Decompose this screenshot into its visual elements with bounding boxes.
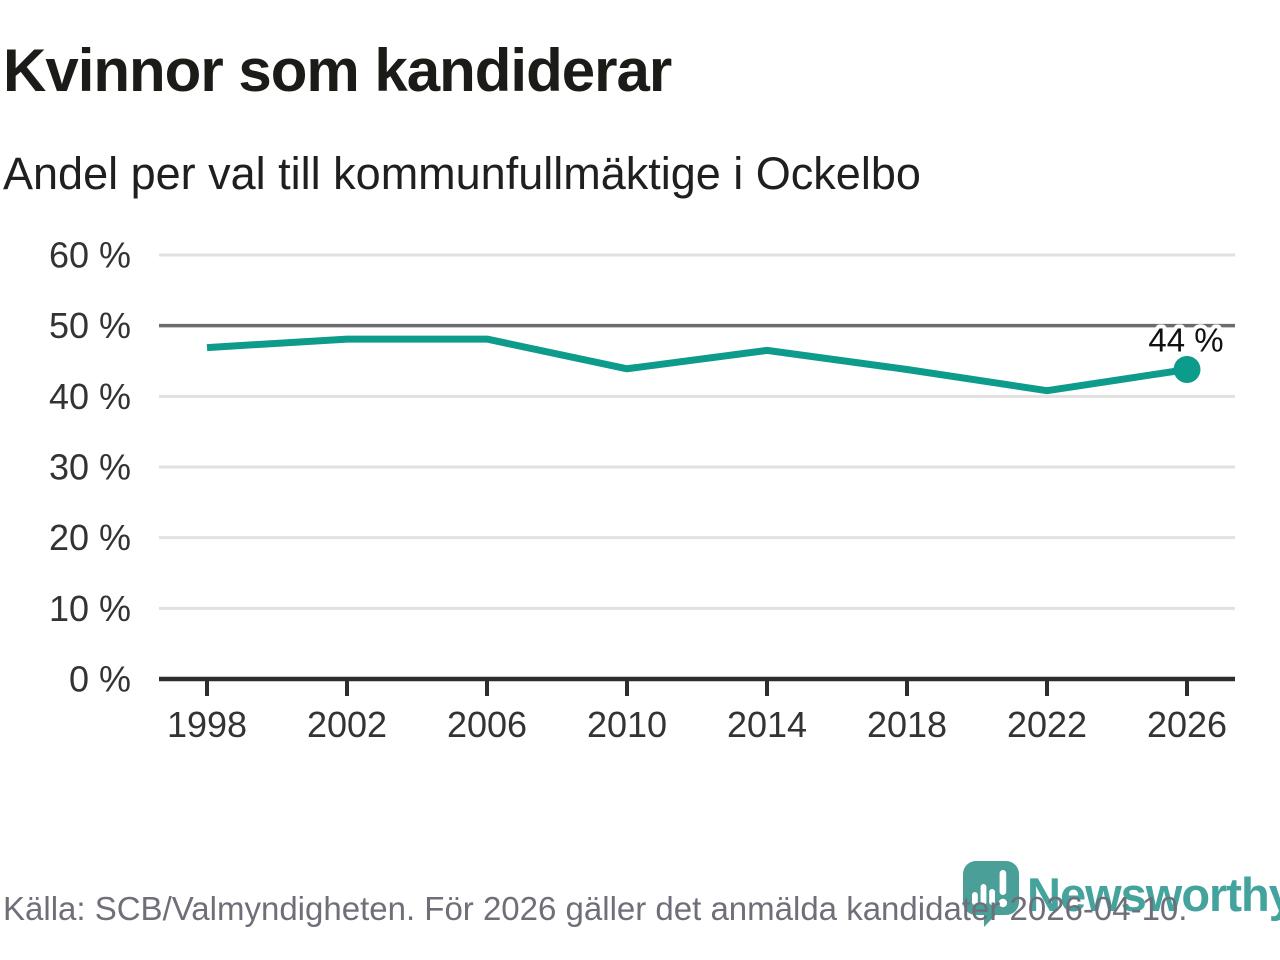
newsworthy-bubble-chart-icon bbox=[963, 861, 1019, 927]
end-point-dot bbox=[1173, 355, 1201, 383]
y-tick-label: 20 % bbox=[49, 517, 131, 558]
line-chart: 0 % 10 % 20 % 30 % 40 % 50 % 60 % 1998 2002 2006 2… bbox=[49, 235, 1235, 745]
x-tick-label: 2010 bbox=[587, 704, 667, 745]
data-line-Andel kvinnor som kandiderar bbox=[206, 335, 1188, 395]
x-tick-label: 2006 bbox=[447, 704, 527, 745]
x-tick-label: 2002 bbox=[307, 704, 387, 745]
end-point-value-label: 44 % bbox=[1148, 321, 1223, 358]
x-tick-label: 2014 bbox=[727, 704, 807, 745]
x-tick-label: 1998 bbox=[167, 704, 247, 745]
x-tick-label: 2022 bbox=[1007, 704, 1087, 745]
y-tick-label: 30 % bbox=[49, 447, 131, 488]
chart-title: Kvinnor som kandiderar bbox=[3, 37, 672, 104]
y-tick-label: 40 % bbox=[49, 376, 131, 417]
source-note: Källa: SCB/Valmyndigheten. För 2026 gäll… bbox=[3, 890, 1188, 927]
y-tick-label: 10 % bbox=[49, 588, 131, 629]
y-tick-label: 60 % bbox=[49, 235, 131, 276]
x-tick-label: 2026 bbox=[1147, 704, 1227, 745]
y-tick-label: 50 % bbox=[49, 305, 131, 346]
newsworthy-wordmark: Newsworthy bbox=[1027, 868, 1280, 921]
x-tick-label: 2018 bbox=[867, 704, 947, 745]
chart-subtitle: Andel per val till kommunfullmäktige i O… bbox=[3, 148, 921, 199]
y-tick-label: 0 % bbox=[69, 659, 131, 700]
